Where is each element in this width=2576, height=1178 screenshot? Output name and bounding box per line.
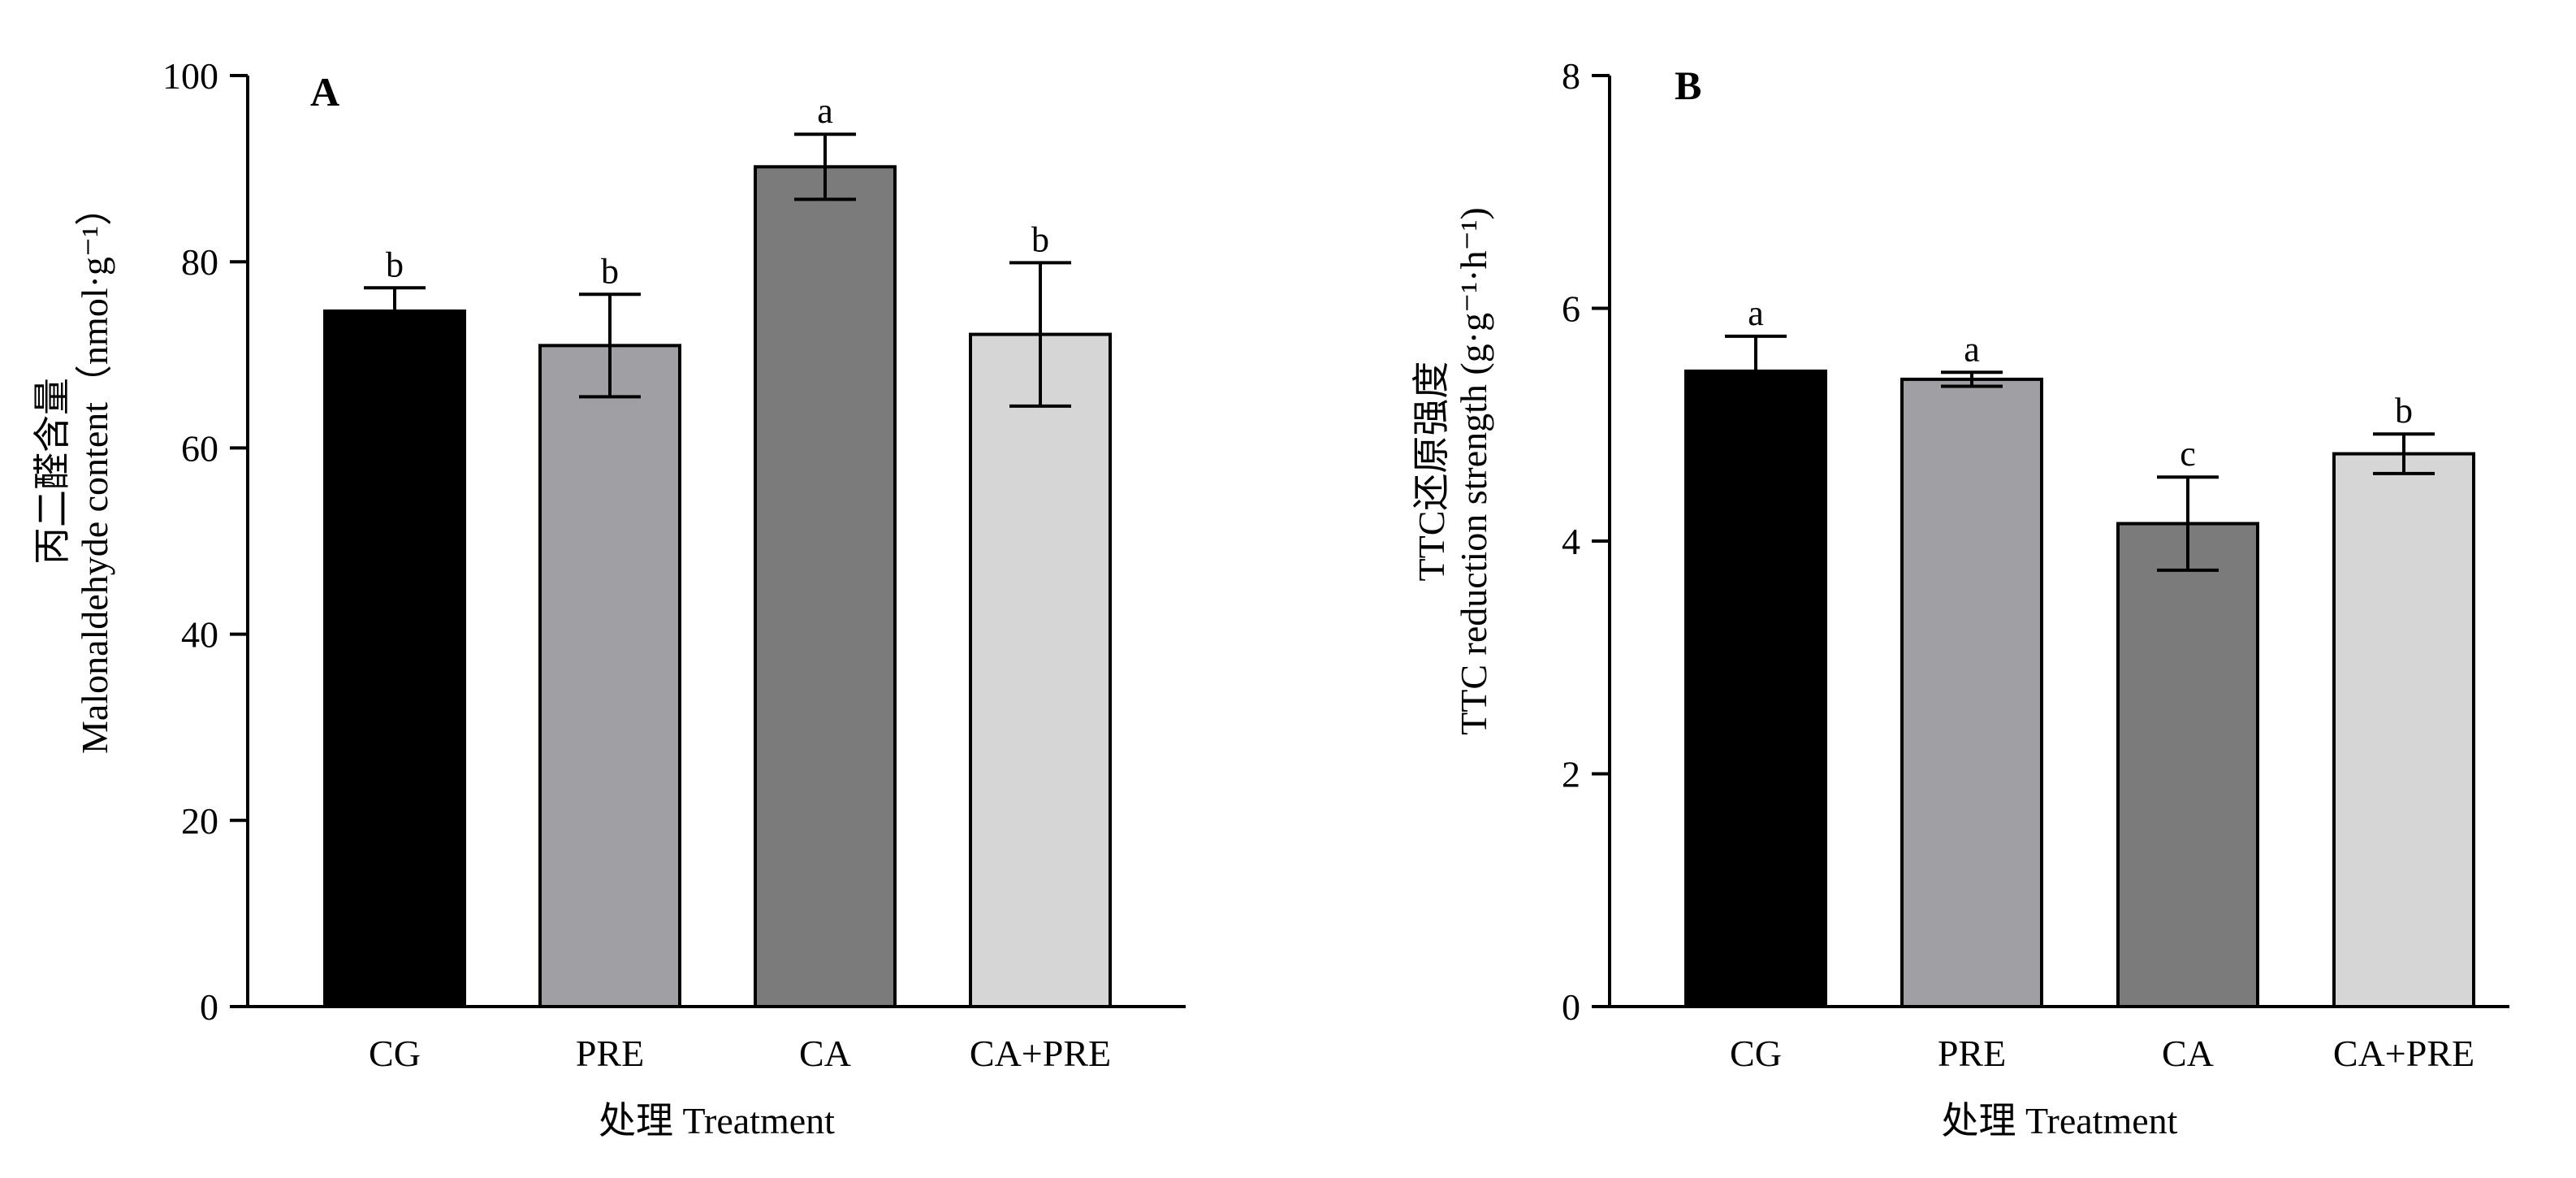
x-tick-label: CA+PRE [2333, 1033, 2474, 1074]
panel-a: 0 20 40 60 80 100 b CG b PRE a CA b CA+PRE A 处理 Treatme… [32, 55, 1186, 1141]
y-axis-title-en: TTC reduction strength (g·g⁻¹·h⁻¹) [1453, 207, 1494, 735]
bar-CA+PRE [969, 332, 1112, 1008]
y-axis-title-en: Malonaldehyde content（nmol·g⁻¹） [74, 188, 115, 754]
panel-letter: A [310, 69, 339, 115]
significance-label: c [2180, 434, 2196, 474]
x-tick-label: CA [2162, 1033, 2214, 1074]
x-tick-label: PRE [1938, 1033, 2006, 1074]
y-tick-label: 60 [181, 427, 218, 469]
x-tick-label: CA+PRE [970, 1033, 1111, 1074]
y-axis-title-cn: TTC还原强度 [1411, 362, 1452, 582]
bar-CG [323, 309, 466, 1008]
bar-PRE [538, 344, 681, 1008]
significance-label: a [817, 91, 833, 131]
y-tick-label: 100 [162, 55, 218, 97]
x-tick-label: CA [799, 1033, 851, 1074]
y-tick-label: 80 [181, 241, 218, 283]
x-tick-label: CG [1730, 1033, 1782, 1074]
bar-CA [2116, 522, 2259, 1008]
x-tick-label: CG [369, 1033, 421, 1074]
y-tick-label: 2 [1562, 754, 1580, 795]
y-tick-label: 40 [181, 614, 218, 656]
x-tick-label: PRE [576, 1033, 644, 1074]
significance-label: b [1031, 219, 1049, 259]
y-tick-label: 20 [181, 800, 218, 842]
bar-CA+PRE [2332, 452, 2475, 1008]
x-axis-title: 处理 Treatment [1942, 1100, 2178, 1141]
y-tick-label: 0 [1562, 986, 1580, 1028]
significance-label: a [1748, 293, 1764, 333]
significance-label: b [386, 245, 404, 284]
panel-b: 0 2 4 6 8 a CG a PRE c CA b CA+PRE B 处理 Treatment TTC还原… [1411, 55, 2509, 1141]
significance-label: b [601, 251, 619, 291]
significance-label: a [1964, 329, 1980, 369]
bar-PRE [1900, 377, 2043, 1008]
y-tick-label: 4 [1562, 521, 1580, 562]
y-axis-title-cn: 丙二醛含量 [32, 378, 73, 565]
y-tick-label: 0 [200, 986, 218, 1028]
panel-letter: B [1675, 63, 1701, 108]
x-axis-title: 处理 Treatment [599, 1100, 835, 1141]
y-tick-label: 6 [1562, 288, 1580, 330]
bar-CG [1684, 369, 1827, 1009]
y-tick-label: 8 [1562, 55, 1580, 97]
significance-label: b [2395, 391, 2413, 431]
bar-CA [754, 165, 897, 1009]
